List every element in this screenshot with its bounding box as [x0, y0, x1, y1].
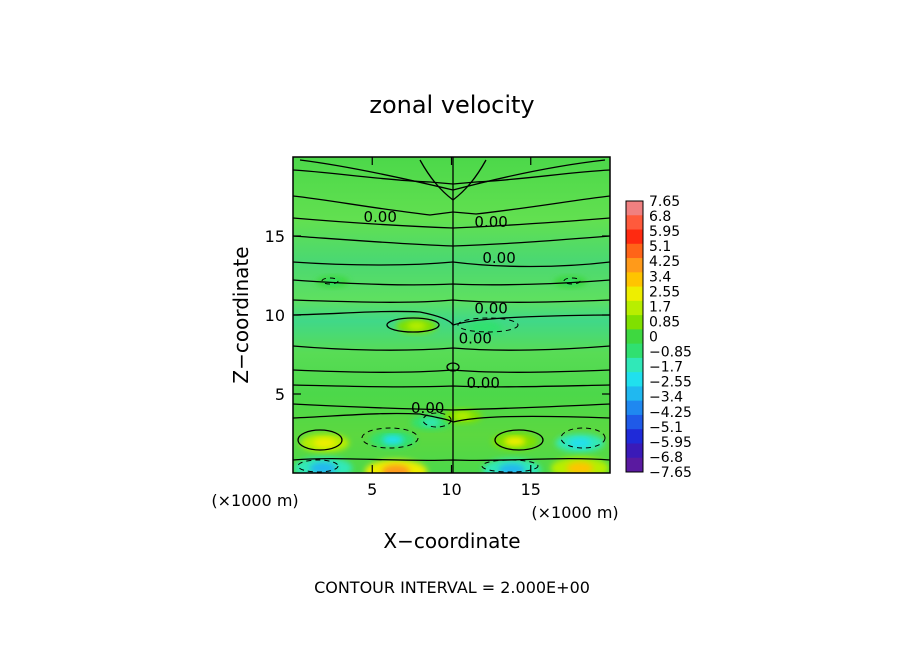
contour-interval-footer: CONTOUR INTERVAL = 2.000E+00: [314, 578, 590, 597]
colorbar: 7.656.85.955.14.253.42.551.70.850−0.85−1…: [625, 194, 692, 481]
anomaly-core: [313, 437, 336, 449]
colorbar-label: −3.4: [649, 390, 683, 406]
colorbar-frame: [625, 200, 644, 473]
colorbar-label: 5.1: [649, 239, 671, 255]
contour-label: 0.00: [482, 249, 515, 267]
colorbar-label: 4.25: [649, 254, 680, 270]
contour-label: 0.00: [363, 208, 396, 226]
x-axis-label: X−coordinate: [383, 529, 520, 553]
anomaly-core: [566, 462, 594, 473]
chart-title: zonal velocity: [369, 91, 534, 119]
x-axis: 5 10 15: [367, 157, 541, 499]
y-axis-label: Z−coordinate: [229, 246, 253, 383]
x-tick-label: 15: [521, 480, 541, 499]
contour-labels: 0.00 0.00 0.00 0.00 0.00 0.00 0.00: [363, 208, 515, 417]
colorbar-swatch: [626, 343, 643, 359]
colorbar-swatch: [626, 258, 643, 273]
colorbar-swatch: [626, 414, 643, 430]
x-tick-label: 10: [441, 480, 461, 499]
anomaly-core: [504, 436, 526, 447]
colorbar-label: −1.7: [649, 360, 683, 376]
contour-lines-negative: [297, 277, 606, 473]
colorbar-swatch: [626, 329, 643, 345]
colorbar-label: −5.1: [649, 420, 683, 436]
colorbar-swatch: [626, 400, 643, 416]
anomaly-core: [422, 418, 440, 427]
contour-label: 0.00: [411, 399, 444, 417]
colorbar-label: 5.95: [649, 224, 680, 240]
colorbar-swatch: [626, 215, 643, 231]
colorbar-swatch: [626, 201, 643, 216]
anomaly-core: [382, 435, 404, 445]
colorbar-swatch: [626, 386, 643, 402]
colorbar-label: 6.8: [649, 209, 671, 225]
contour-label: 0.00: [474, 300, 507, 318]
colorbar-swatch: [626, 243, 643, 259]
x-unit-label-right: (×1000 m): [531, 503, 618, 522]
colorbar-swatch: [626, 443, 643, 459]
anomaly-core: [453, 412, 472, 421]
anomaly-core: [498, 463, 525, 473]
colorbar-label: −0.85: [649, 345, 692, 361]
y-tick-label: 5: [275, 385, 285, 404]
colorbar-swatch: [626, 300, 643, 316]
x-unit-label-left: (×1000 m): [211, 491, 298, 510]
colorbar-swatch: [626, 272, 643, 288]
colorbar-label: 1.7: [649, 299, 671, 315]
colorbar-label: 3.4: [649, 269, 671, 285]
contour-label: 0.00: [466, 374, 499, 392]
x-tick-label: 5: [367, 480, 377, 499]
plot-area: 0.00 0.00 0.00 0.00 0.00 0.00 0.00: [292, 156, 611, 474]
y-axis: 5 10 15: [265, 227, 610, 404]
colorbar-swatch: [626, 457, 643, 473]
plot-background: [293, 157, 610, 473]
colorbar-swatch: [626, 286, 643, 302]
colorbar-label: 0.85: [649, 314, 680, 330]
colorbar-swatch: [626, 429, 643, 444]
colorbar-swatch: [626, 229, 643, 245]
colorbar-label: 7.65: [649, 194, 680, 210]
colorbar-label: −4.25: [649, 405, 692, 421]
colorbar-label: −2.55: [649, 375, 692, 391]
colorbar-label: −7.65: [649, 465, 692, 481]
colorbar-label: 0: [649, 330, 658, 346]
colorbar-label: 2.55: [649, 284, 680, 300]
colorbar-swatch: [626, 357, 643, 373]
contour-lines: [293, 157, 610, 473]
contour-label: 0.00: [459, 330, 492, 348]
anomaly-core: [309, 462, 337, 473]
contour-label: 0.00: [474, 213, 507, 231]
anomaly-core: [407, 321, 426, 331]
anomaly-core: [381, 464, 411, 473]
anomaly-core: [476, 324, 493, 332]
colorbar-swatch: [626, 372, 643, 387]
colorbar-swatch: [626, 315, 643, 330]
colorbar-label: −6.8: [649, 450, 683, 466]
colorbar-label: −5.95: [649, 435, 692, 451]
anomaly-core: [568, 437, 591, 449]
y-tick-label: 10: [265, 306, 285, 325]
y-tick-label: 15: [265, 227, 285, 246]
